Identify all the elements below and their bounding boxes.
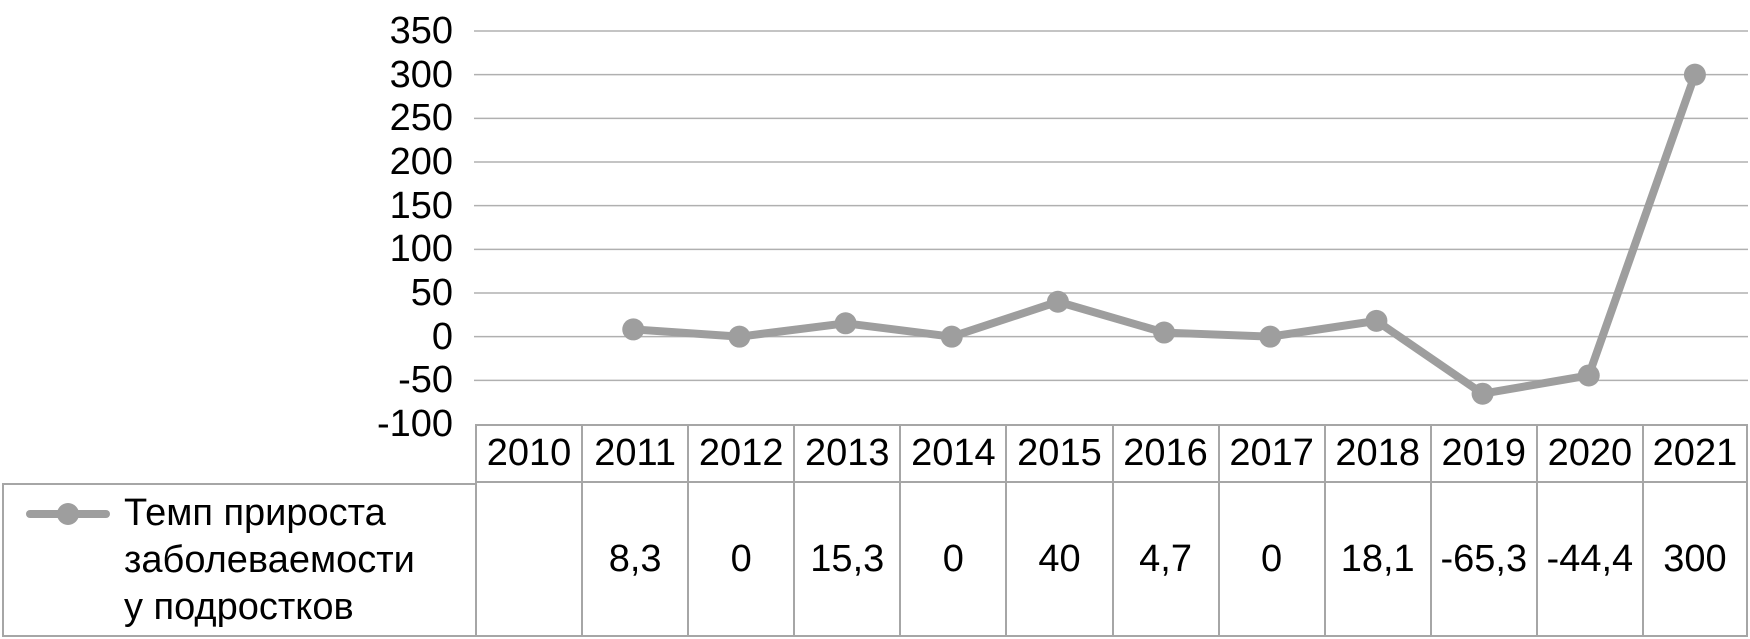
legend-marker-icon [57,502,79,525]
table-year-header: 2014 [899,424,1006,483]
table-value-cell: 15,3 [793,483,900,637]
legend-cell: Темп прироста заболеваемости у подростко… [2,483,475,637]
data-point-marker [1365,309,1388,332]
table-year-header: 2021 [1641,424,1748,483]
table-value-cell: 4,7 [1111,483,1218,637]
y-axis-tick-label: 0 [431,315,453,358]
legend-series-label: Темп прироста заболеваемости у подростко… [124,490,415,631]
y-axis-tick-label: 200 [389,141,453,183]
y-axis: 350 300 250 200 150 100 50 0 -50 -100 [0,0,453,443]
table-value-cell: 0 [899,483,1006,637]
table-value-cell: -44,4 [1535,483,1642,637]
data-point-marker [1683,63,1706,86]
table-value-cell: 0 [687,483,794,637]
legend-label-line: Темп прироста [124,491,386,534]
legend-label-line: у подростков [124,585,354,628]
table-year-header: 2020 [1535,424,1642,483]
table-year-header: 2011 [581,424,688,483]
line-chart-plot-area [474,30,1748,405]
table-value-cell [475,483,582,637]
legend-label-line: заболеваемости [124,538,415,581]
data-point-marker [1259,325,1282,348]
series-line [629,70,1699,398]
data-point-marker [1471,382,1494,405]
y-axis-tick-label: 350 [389,10,453,52]
legend-series-icon [26,502,110,525]
data-table: 2010 2011 2012 2013 2014 2015 2016 2017 … [2,424,1748,637]
y-axis-tick-label: 300 [389,53,453,96]
data-point-marker [940,325,963,348]
data-point-marker [622,318,645,341]
y-axis-tick-label: 50 [410,272,453,314]
data-point-marker [834,312,857,335]
legend: Темп прироста заболеваемости у подростко… [26,490,415,631]
table-value-cell: 0 [1217,483,1324,637]
data-point-marker [1153,321,1176,344]
table-year-header: 2016 [1111,424,1218,483]
table-value-cell: 40 [1005,483,1112,637]
table-year-header: 2013 [793,424,900,483]
y-axis-tick-label: 100 [389,228,453,271]
y-axis-tick-label: 250 [389,97,453,140]
table-value-cell: 300 [1641,483,1748,637]
table-year-header: 2012 [687,424,794,483]
table-year-header: 2018 [1323,424,1430,483]
y-axis-tick-label: -100 [376,403,453,445]
y-axis-tick-label: -50 [398,359,453,402]
y-axis-tick-label: 150 [389,184,453,227]
table-value-cell: 8,3 [581,483,688,637]
data-point-marker [728,325,751,348]
data-point-marker [1046,290,1069,313]
table-year-header: 2010 [475,424,582,483]
table-year-header: 2015 [1005,424,1112,483]
table-corner-spacer [2,424,475,483]
table-value-cell: -65,3 [1429,483,1536,637]
data-point-marker [1577,364,1600,387]
table-value-cell: 18,1 [1323,483,1430,637]
table-year-header: 2019 [1429,424,1536,483]
table-year-header: 2017 [1217,424,1324,483]
